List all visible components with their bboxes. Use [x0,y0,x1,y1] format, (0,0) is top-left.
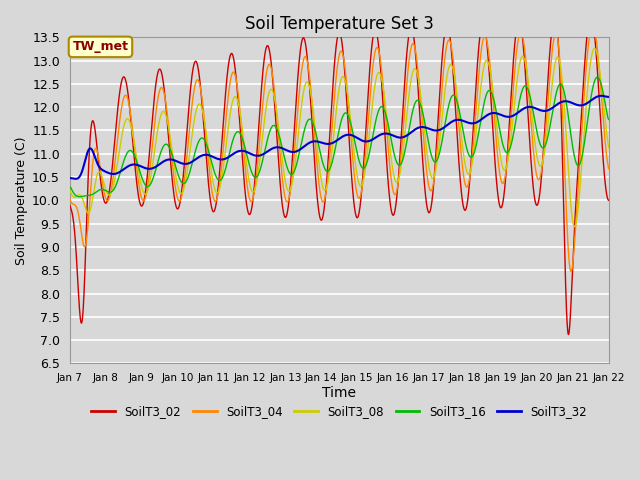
SoilT3_08 [605,144,612,150]
SoilT3_16 [182,180,189,185]
SoilT3_02 [216,161,224,167]
Y-axis label: Soil Temperature (C): Soil Temperature (C) [15,136,28,264]
Legend: SoilT3_02, SoilT3_04, SoilT3_08, SoilT3_16, SoilT3_32: SoilT3_02, SoilT3_04, SoilT3_08, SoilT3_… [87,400,592,423]
SoilT3_32 [66,175,74,181]
SoilT3_08 [605,145,612,151]
Title: Soil Temperature Set 3: Soil Temperature Set 3 [245,15,434,33]
SoilT3_16 [554,85,561,91]
Text: TW_met: TW_met [72,40,129,53]
Line: SoilT3_04: SoilT3_04 [70,25,609,272]
SoilT3_04 [66,196,74,202]
SoilT3_16 [401,147,409,153]
SoilT3_08 [66,187,74,192]
SoilT3_04 [605,166,612,172]
SoilT3_02 [401,72,409,78]
SoilT3_02 [554,30,561,36]
SoilT3_02 [587,12,595,18]
Line: SoilT3_02: SoilT3_02 [70,15,609,335]
SoilT3_02 [605,197,612,203]
SoilT3_32 [605,94,612,100]
SoilT3_32 [401,133,409,139]
Line: SoilT3_32: SoilT3_32 [70,96,609,179]
SoilT3_08 [392,179,399,184]
Line: SoilT3_08: SoilT3_08 [70,48,609,227]
SoilT3_04 [567,269,575,275]
SoilT3_16 [593,74,601,80]
SoilT3_32 [72,176,79,182]
SoilT3_32 [554,101,561,107]
SoilT3_04 [554,35,561,41]
SoilT3_32 [182,161,189,167]
SoilT3_04 [216,176,224,182]
SoilT3_02 [564,332,572,337]
SoilT3_04 [392,191,399,197]
SoilT3_32 [605,94,612,100]
SoilT3_04 [401,101,409,107]
X-axis label: Time: Time [323,386,356,400]
SoilT3_08 [181,180,189,186]
SoilT3_32 [392,134,399,140]
SoilT3_08 [591,46,598,51]
SoilT3_16 [605,117,612,122]
SoilT3_16 [216,177,224,183]
Line: SoilT3_16: SoilT3_16 [70,77,609,197]
SoilT3_08 [216,183,224,189]
SoilT3_16 [392,157,399,163]
SoilT3_08 [554,54,561,60]
SoilT3_02 [66,202,74,208]
SoilT3_08 [571,224,579,229]
SoilT3_04 [589,22,596,28]
SoilT3_32 [216,156,224,162]
SoilT3_02 [605,197,612,203]
SoilT3_04 [605,165,612,171]
SoilT3_02 [181,150,189,156]
SoilT3_16 [605,117,612,122]
SoilT3_08 [401,129,409,135]
SoilT3_02 [392,204,399,209]
SoilT3_04 [181,170,189,176]
SoilT3_16 [66,184,74,190]
SoilT3_32 [597,93,605,99]
SoilT3_16 [76,194,83,200]
